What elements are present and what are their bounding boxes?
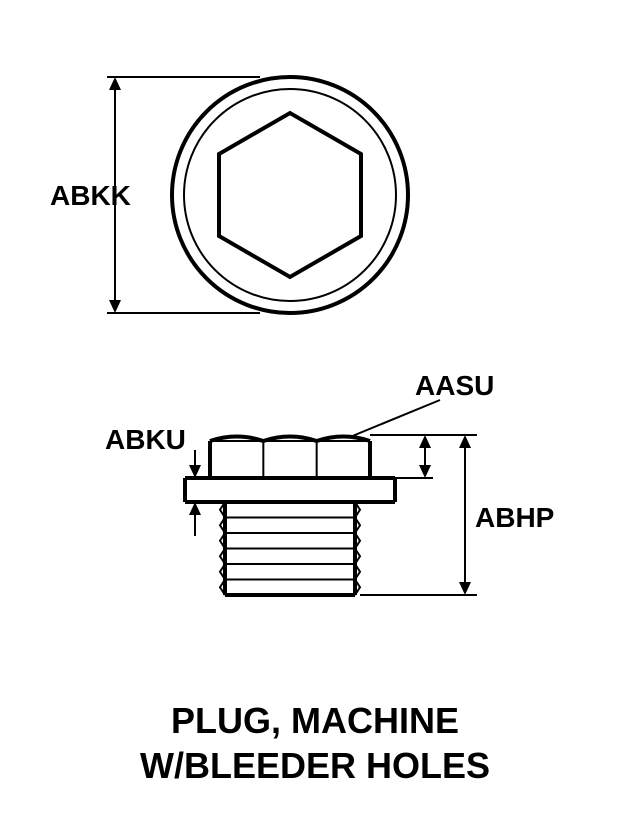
diagram-svg — [0, 0, 630, 700]
label-abku: ABKU — [105, 424, 186, 456]
label-abkk: ABKK — [50, 180, 131, 212]
label-abhp: ABHP — [475, 502, 554, 534]
title-line2: W/BLEEDER HOLES — [0, 745, 630, 787]
title-line1: PLUG, MACHINE — [0, 700, 630, 742]
technical-diagram: ABKK ABKU AASU ABHP PLUG, MACHINE W/BLEE… — [0, 0, 630, 840]
label-aasu: AASU — [415, 370, 494, 402]
